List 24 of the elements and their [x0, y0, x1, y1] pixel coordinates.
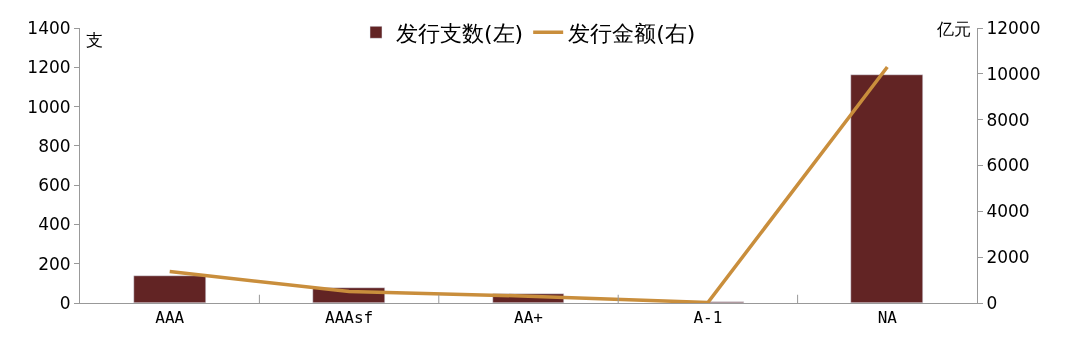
y-tick-label: 800: [38, 135, 71, 156]
x-tick-label: AA+: [514, 308, 543, 328]
y2-tick-label: 10000: [986, 63, 1041, 84]
y-tick-label: 600: [38, 175, 71, 196]
y-tick-label: 200: [38, 253, 71, 274]
y-tick-label: 400: [38, 214, 71, 235]
x-tick-label: AAAsf: [325, 308, 374, 328]
x-tick-label: A-1: [693, 308, 723, 328]
y-tick-label: 1400: [27, 17, 71, 38]
y-tick-label: 0: [59, 292, 71, 313]
legend-label: 发行金额(右): [568, 20, 696, 46]
y-tick-label: 1200: [27, 57, 71, 78]
y-tick-label: 1000: [27, 96, 71, 117]
y2-tick-label: 8000: [986, 109, 1030, 130]
y2-axis-title: 亿元: [936, 19, 971, 39]
x-tick-label: AAA: [155, 308, 185, 328]
y2-tick-label: 2000: [986, 247, 1030, 268]
y2-tick-label: 0: [986, 292, 998, 313]
y2-tick-label: 6000: [986, 155, 1030, 176]
y-axis-title: 支: [86, 30, 103, 50]
x-tick-label: NA: [877, 308, 898, 328]
y2-tick-label: 12000: [986, 17, 1041, 38]
legend-label: 发行支数(左): [396, 20, 524, 46]
y2-tick-label: 4000: [986, 201, 1030, 222]
